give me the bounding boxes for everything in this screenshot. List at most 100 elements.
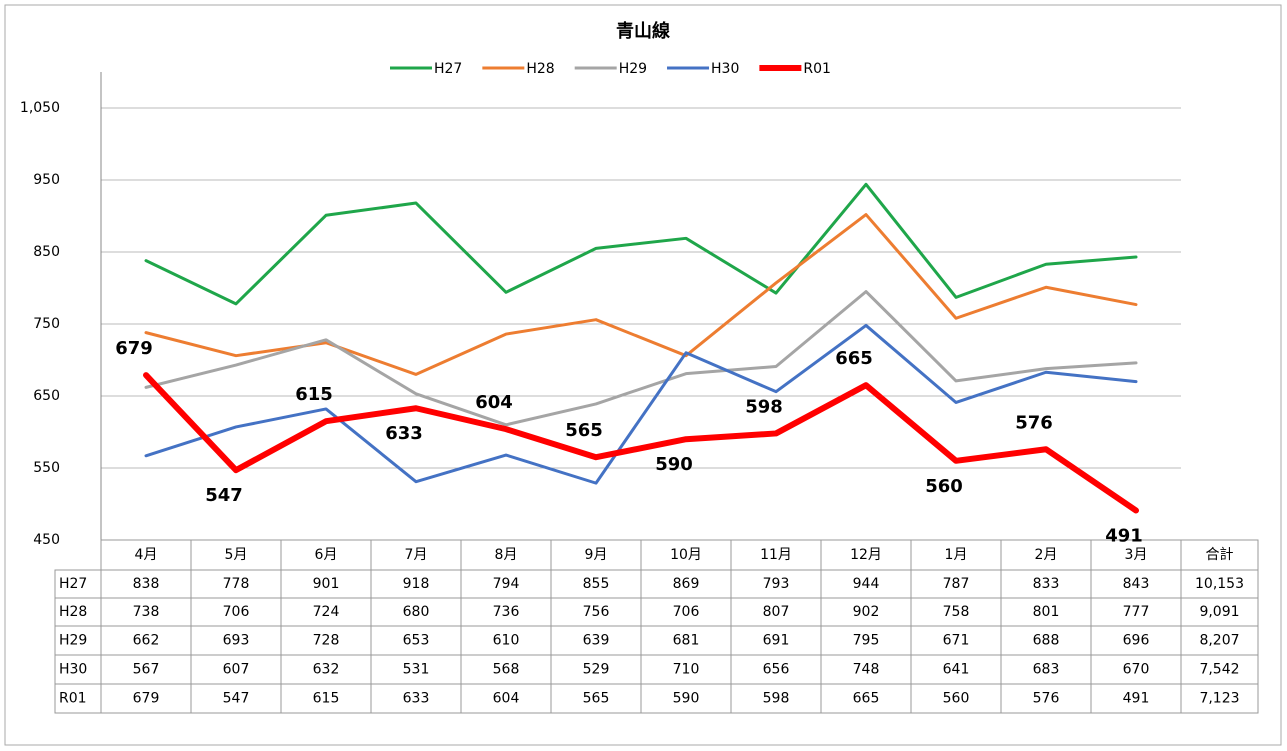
table-value: 656: [763, 662, 790, 678]
x-tick-label: 12月: [850, 547, 882, 563]
table-row-label: H27: [59, 576, 87, 592]
data-label: 560: [925, 476, 963, 497]
series-line: [143, 372, 1139, 514]
table-value: 683: [1033, 662, 1060, 678]
y-tick-label: 650: [33, 388, 60, 404]
y-tick-label: 750: [33, 316, 60, 332]
data-label: 491: [1105, 525, 1143, 546]
table-value: 693: [223, 633, 250, 649]
table-value: 633: [403, 691, 430, 707]
table-value: 736: [493, 604, 520, 620]
table-value: 696: [1123, 633, 1150, 649]
table-value: 706: [673, 604, 700, 620]
table-value: 688: [1033, 633, 1060, 649]
table-value: 843: [1123, 576, 1150, 592]
legend-label: H28: [526, 61, 554, 77]
table-value: 738: [133, 604, 160, 620]
table-total: 8,207: [1199, 633, 1239, 649]
table-value: 691: [763, 633, 790, 649]
table-value: 801: [1033, 604, 1060, 620]
table-value: 615: [313, 691, 340, 707]
table-value: 918: [403, 576, 430, 592]
y-tick-label: 1,050: [20, 100, 60, 116]
table-value: 607: [223, 662, 250, 678]
x-tick-label: 9月: [585, 547, 608, 563]
table-value: 598: [763, 691, 790, 707]
x-tick-label: 2月: [1035, 547, 1058, 563]
table-value: 748: [853, 662, 880, 678]
x-tick-label: 8月: [495, 547, 518, 563]
table-value: 610: [493, 633, 520, 649]
table-value: 728: [313, 633, 340, 649]
table-value: 787: [943, 576, 970, 592]
data-label: 604: [475, 392, 513, 413]
table-value: 639: [583, 633, 610, 649]
table-row-label: H28: [59, 604, 87, 620]
table-value: 902: [853, 604, 880, 620]
table-total: 7,542: [1199, 662, 1239, 678]
table-value: 838: [133, 576, 160, 592]
table-value: 706: [223, 604, 250, 620]
data-label: 665: [835, 348, 873, 369]
table-value: 665: [853, 691, 880, 707]
x-tick-label: 4月: [135, 547, 158, 563]
table-cell: [1180, 683, 1259, 714]
table-row-label: H29: [59, 633, 87, 649]
table-value: 944: [853, 576, 880, 592]
table-value: 710: [673, 662, 700, 678]
table-value: 531: [403, 662, 430, 678]
x-tick-label: 1月: [945, 547, 968, 563]
x-tick-label: 3月: [1125, 547, 1148, 563]
table-value: 547: [223, 691, 250, 707]
data-label: 615: [295, 384, 333, 405]
y-tick-label: 850: [33, 244, 60, 260]
x-tick-label: 11月: [760, 547, 792, 563]
legend-label: H27: [434, 61, 462, 77]
table-total: 9,091: [1199, 604, 1239, 620]
table-row-label: R01: [59, 691, 87, 707]
table-value: 869: [673, 576, 700, 592]
x-tick-label: 5月: [225, 547, 248, 563]
legend-label: H30: [711, 61, 739, 77]
table-value: 568: [493, 662, 520, 678]
table-value: 653: [403, 633, 430, 649]
x-tick-label: 6月: [315, 547, 338, 563]
table-value: 680: [403, 604, 430, 620]
table-value: 724: [313, 604, 340, 620]
table-value: 662: [133, 633, 160, 649]
chart-title: 青山線: [616, 20, 670, 42]
data-label: 633: [385, 423, 423, 444]
table-value: 833: [1033, 576, 1060, 592]
table-value: 576: [1033, 691, 1060, 707]
y-tick-label: 950: [33, 172, 60, 188]
data-label: 576: [1015, 412, 1053, 433]
table-value: 778: [223, 576, 250, 592]
table-header: 合計: [1206, 547, 1234, 563]
y-tick-label: 450: [33, 532, 60, 548]
table-value: 565: [583, 691, 610, 707]
table-value: 567: [133, 662, 160, 678]
table-value: 560: [943, 691, 970, 707]
table-value: 679: [133, 691, 160, 707]
series-line: [144, 290, 1138, 427]
table-value: 641: [943, 662, 970, 678]
table-value: 795: [853, 633, 880, 649]
table-value: 855: [583, 576, 610, 592]
table-total: 10,153: [1195, 576, 1244, 592]
table-value: 529: [583, 662, 610, 678]
table-row-label: H30: [59, 662, 87, 678]
legend-label: H29: [619, 61, 647, 77]
data-label: 547: [205, 485, 243, 506]
table-value: 632: [313, 662, 340, 678]
table-value: 670: [1123, 662, 1150, 678]
table-value: 793: [763, 576, 790, 592]
table-total: 7,123: [1199, 691, 1239, 707]
data-label: 565: [565, 420, 603, 441]
x-tick-label: 10月: [670, 547, 702, 563]
table-value: 681: [673, 633, 700, 649]
table-value: 604: [493, 691, 520, 707]
series-line: [144, 182, 1138, 306]
table-value: 590: [673, 691, 700, 707]
table-value: 756: [583, 604, 610, 620]
